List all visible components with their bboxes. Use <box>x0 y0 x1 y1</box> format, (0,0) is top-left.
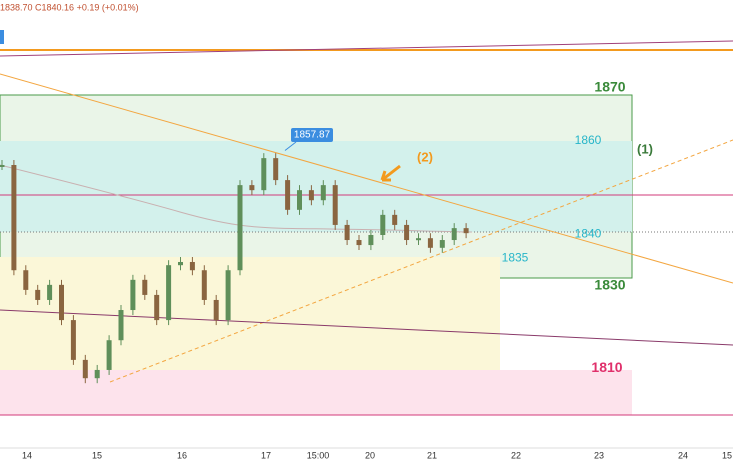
candle <box>201 270 207 300</box>
wave-label: (1) <box>637 141 653 156</box>
level-label: 1830 <box>594 277 625 293</box>
candle <box>189 261 195 271</box>
candle <box>106 340 112 370</box>
candle <box>47 284 53 300</box>
time-label: 14 <box>22 450 32 460</box>
candle <box>213 299 219 321</box>
candle <box>451 228 457 241</box>
candle <box>178 261 183 266</box>
time-label: 15 <box>722 450 732 460</box>
candle <box>23 270 29 290</box>
time-label: 17 <box>261 450 271 460</box>
candle <box>416 238 421 241</box>
wave-label: (2) <box>417 149 433 164</box>
ohlc-header: 1838.70 C1840.16 +0.19 (+0.01%) <box>0 2 139 12</box>
level-label: 1835 <box>502 250 529 264</box>
candle <box>392 214 398 225</box>
candle <box>166 265 172 321</box>
candle <box>344 224 350 241</box>
candle <box>130 279 136 311</box>
candle <box>261 158 267 191</box>
candle <box>308 190 314 201</box>
candle <box>356 240 362 246</box>
time-label: 15 <box>92 450 102 460</box>
peak-badge <box>291 128 333 142</box>
time-label: 15:00 <box>307 450 330 460</box>
trend-line <box>0 40 733 57</box>
time-label: 22 <box>511 450 521 460</box>
candle <box>332 185 338 225</box>
time-label: 21 <box>427 450 437 460</box>
arrow <box>380 164 401 182</box>
candle <box>249 185 255 191</box>
candle <box>297 190 302 210</box>
teal-zone <box>0 141 632 232</box>
candle <box>82 359 88 379</box>
candle <box>439 240 445 248</box>
candle <box>35 289 41 300</box>
candle <box>142 279 148 295</box>
candle <box>285 180 291 210</box>
time-label: 20 <box>365 450 375 460</box>
candle <box>368 234 374 246</box>
candle <box>59 284 64 321</box>
ascending-trendline <box>109 139 733 383</box>
level-label: 1840 <box>575 226 602 240</box>
candle <box>118 310 124 341</box>
peak-label: 1857.87 <box>294 130 331 141</box>
price-badge <box>0 30 4 44</box>
pink-zone <box>0 370 632 415</box>
time-label: 23 <box>594 450 604 460</box>
candle <box>0 164 5 167</box>
candle <box>404 224 410 241</box>
candle <box>380 214 386 235</box>
candle <box>154 294 160 321</box>
candle <box>11 164 17 271</box>
candle <box>237 185 243 271</box>
time-label: 16 <box>177 450 187 460</box>
time-label: 24 <box>678 450 688 460</box>
level-label: 1810 <box>591 359 622 375</box>
candle <box>70 320 76 360</box>
level-label: 1870 <box>594 79 625 95</box>
candle <box>94 369 100 379</box>
candle <box>320 185 326 201</box>
peak-pointer <box>284 141 297 151</box>
candle <box>427 238 433 248</box>
candle <box>225 270 231 321</box>
level-label: 1860 <box>575 133 602 147</box>
candle <box>273 158 279 181</box>
descending-trendline <box>0 73 733 284</box>
candle <box>463 228 469 234</box>
